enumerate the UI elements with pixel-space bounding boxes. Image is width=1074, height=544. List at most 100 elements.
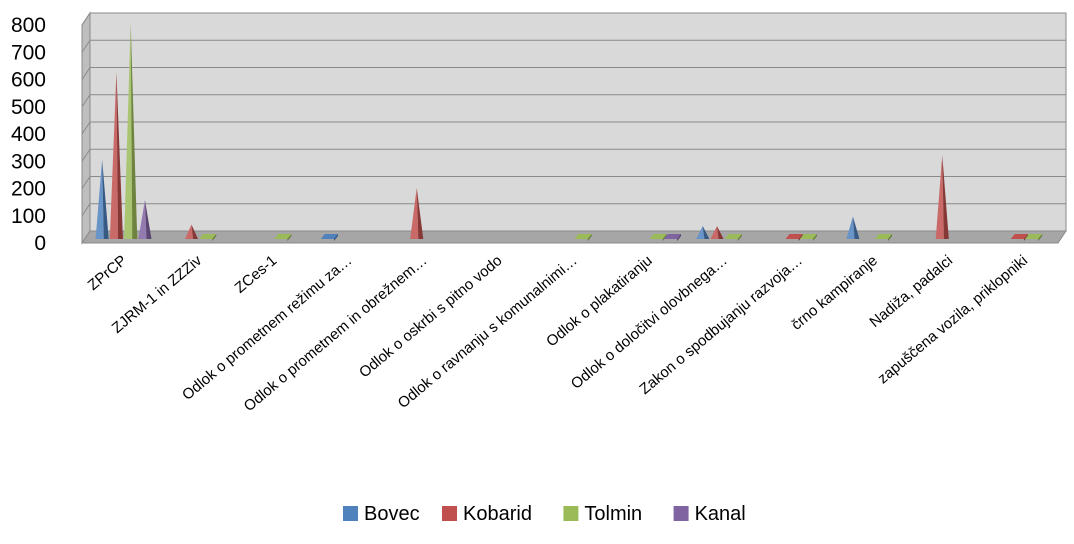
bar-shade	[1023, 234, 1028, 241]
y-tick-label: 700	[11, 41, 46, 64]
bar-face	[710, 226, 719, 239]
bar-shade	[144, 200, 152, 239]
legend-label: Tolmin	[584, 503, 642, 525]
bar	[320, 234, 338, 241]
y-tick-label: 500	[11, 96, 46, 119]
bar	[109, 72, 123, 239]
bar	[1025, 234, 1043, 241]
x-tick-label: Odlok o določitvi olovbnega…	[568, 252, 731, 393]
bar	[95, 159, 109, 239]
legend-item: Kobarid	[442, 503, 532, 525]
bar	[935, 155, 949, 239]
bar	[1010, 234, 1028, 241]
bar-face	[124, 23, 133, 239]
legend-label: Bovec	[364, 503, 420, 525]
bar-shade	[677, 234, 682, 241]
x-tick-label: ZPrCP	[85, 252, 130, 294]
bar-shade	[587, 234, 592, 241]
bar	[138, 200, 152, 239]
x-tick-label: ZCes-1	[232, 252, 281, 297]
legend-swatch	[343, 506, 358, 521]
bar-shade	[102, 159, 109, 239]
legend-swatch	[673, 506, 689, 521]
bar-face	[199, 234, 217, 239]
bar-face	[696, 226, 705, 239]
bar-face	[799, 234, 817, 239]
bar-shade	[717, 226, 724, 239]
x-tick-label: zapuščena vozila, priklopniki	[874, 252, 1031, 387]
legend-label: Kanal	[695, 503, 746, 525]
bar-shade	[1038, 234, 1043, 241]
bar-shade	[662, 234, 667, 241]
bar-shade	[116, 72, 123, 239]
bar-shade	[130, 23, 138, 239]
gridline-side	[81, 12, 91, 26]
bar-shade	[212, 234, 217, 241]
legend-item: Kanal	[673, 503, 746, 525]
y-tick-label: 300	[11, 150, 46, 173]
gridline-side	[81, 203, 91, 217]
bar-face	[1010, 234, 1028, 239]
bar-face	[109, 72, 119, 239]
bar	[274, 234, 292, 241]
bar	[410, 187, 424, 239]
legend-swatch	[442, 506, 457, 521]
gridline-side	[81, 67, 91, 80]
bar-shade	[798, 234, 803, 241]
bar	[184, 224, 199, 239]
gridline-side	[81, 39, 91, 53]
gridline-side	[81, 94, 91, 108]
legend-item: Tolmin	[563, 503, 642, 525]
y-tick-label: 0	[34, 232, 46, 255]
bar	[124, 23, 138, 239]
bar-face	[574, 234, 592, 239]
bar	[785, 234, 803, 241]
y-tick-label: 100	[11, 205, 46, 228]
bar-face	[410, 187, 419, 239]
bar	[574, 234, 592, 241]
bar-face	[138, 200, 147, 239]
bar-shade	[191, 224, 199, 239]
bar-face	[649, 234, 667, 239]
y-tick-label: 600	[11, 69, 46, 92]
bar-face	[785, 234, 803, 239]
bar	[199, 234, 217, 241]
bar-shade	[888, 234, 893, 241]
bar-face	[846, 216, 855, 239]
gridline-side	[81, 121, 91, 135]
bar-face	[95, 159, 104, 239]
y-tick-label: 800	[11, 14, 46, 37]
bar	[663, 234, 682, 241]
legend-swatch	[563, 506, 579, 521]
bar	[799, 234, 817, 241]
bar-shade	[333, 234, 338, 241]
bar-shade	[812, 234, 817, 241]
bar	[710, 226, 724, 239]
bar-shade	[287, 234, 292, 241]
bar-face	[663, 234, 682, 239]
bar	[874, 234, 893, 241]
bar-face	[874, 234, 893, 239]
y-tick-label: 200	[11, 178, 46, 201]
bar	[649, 234, 667, 241]
bar-shade	[416, 187, 424, 239]
x-tick-label: Odlok o oskrbi s pitno vodo	[356, 252, 506, 381]
bar-face	[274, 234, 292, 239]
gridline-side	[81, 176, 91, 189]
legend-label: Kobarid	[463, 503, 532, 525]
floor	[81, 230, 1067, 244]
bar-face	[320, 234, 338, 239]
bar-face	[184, 224, 194, 239]
x-tick-label: Zakon o spodbujanju razvoja…	[636, 252, 805, 398]
bar-shade	[852, 216, 860, 239]
bar	[724, 234, 742, 241]
legend-item: Bovec	[343, 503, 420, 525]
y-tick-label: 400	[11, 123, 46, 146]
bar-face	[1025, 234, 1043, 239]
bar	[696, 226, 710, 239]
bar-shade	[942, 155, 949, 239]
bar-face	[935, 155, 944, 239]
bar-shade	[702, 226, 710, 239]
